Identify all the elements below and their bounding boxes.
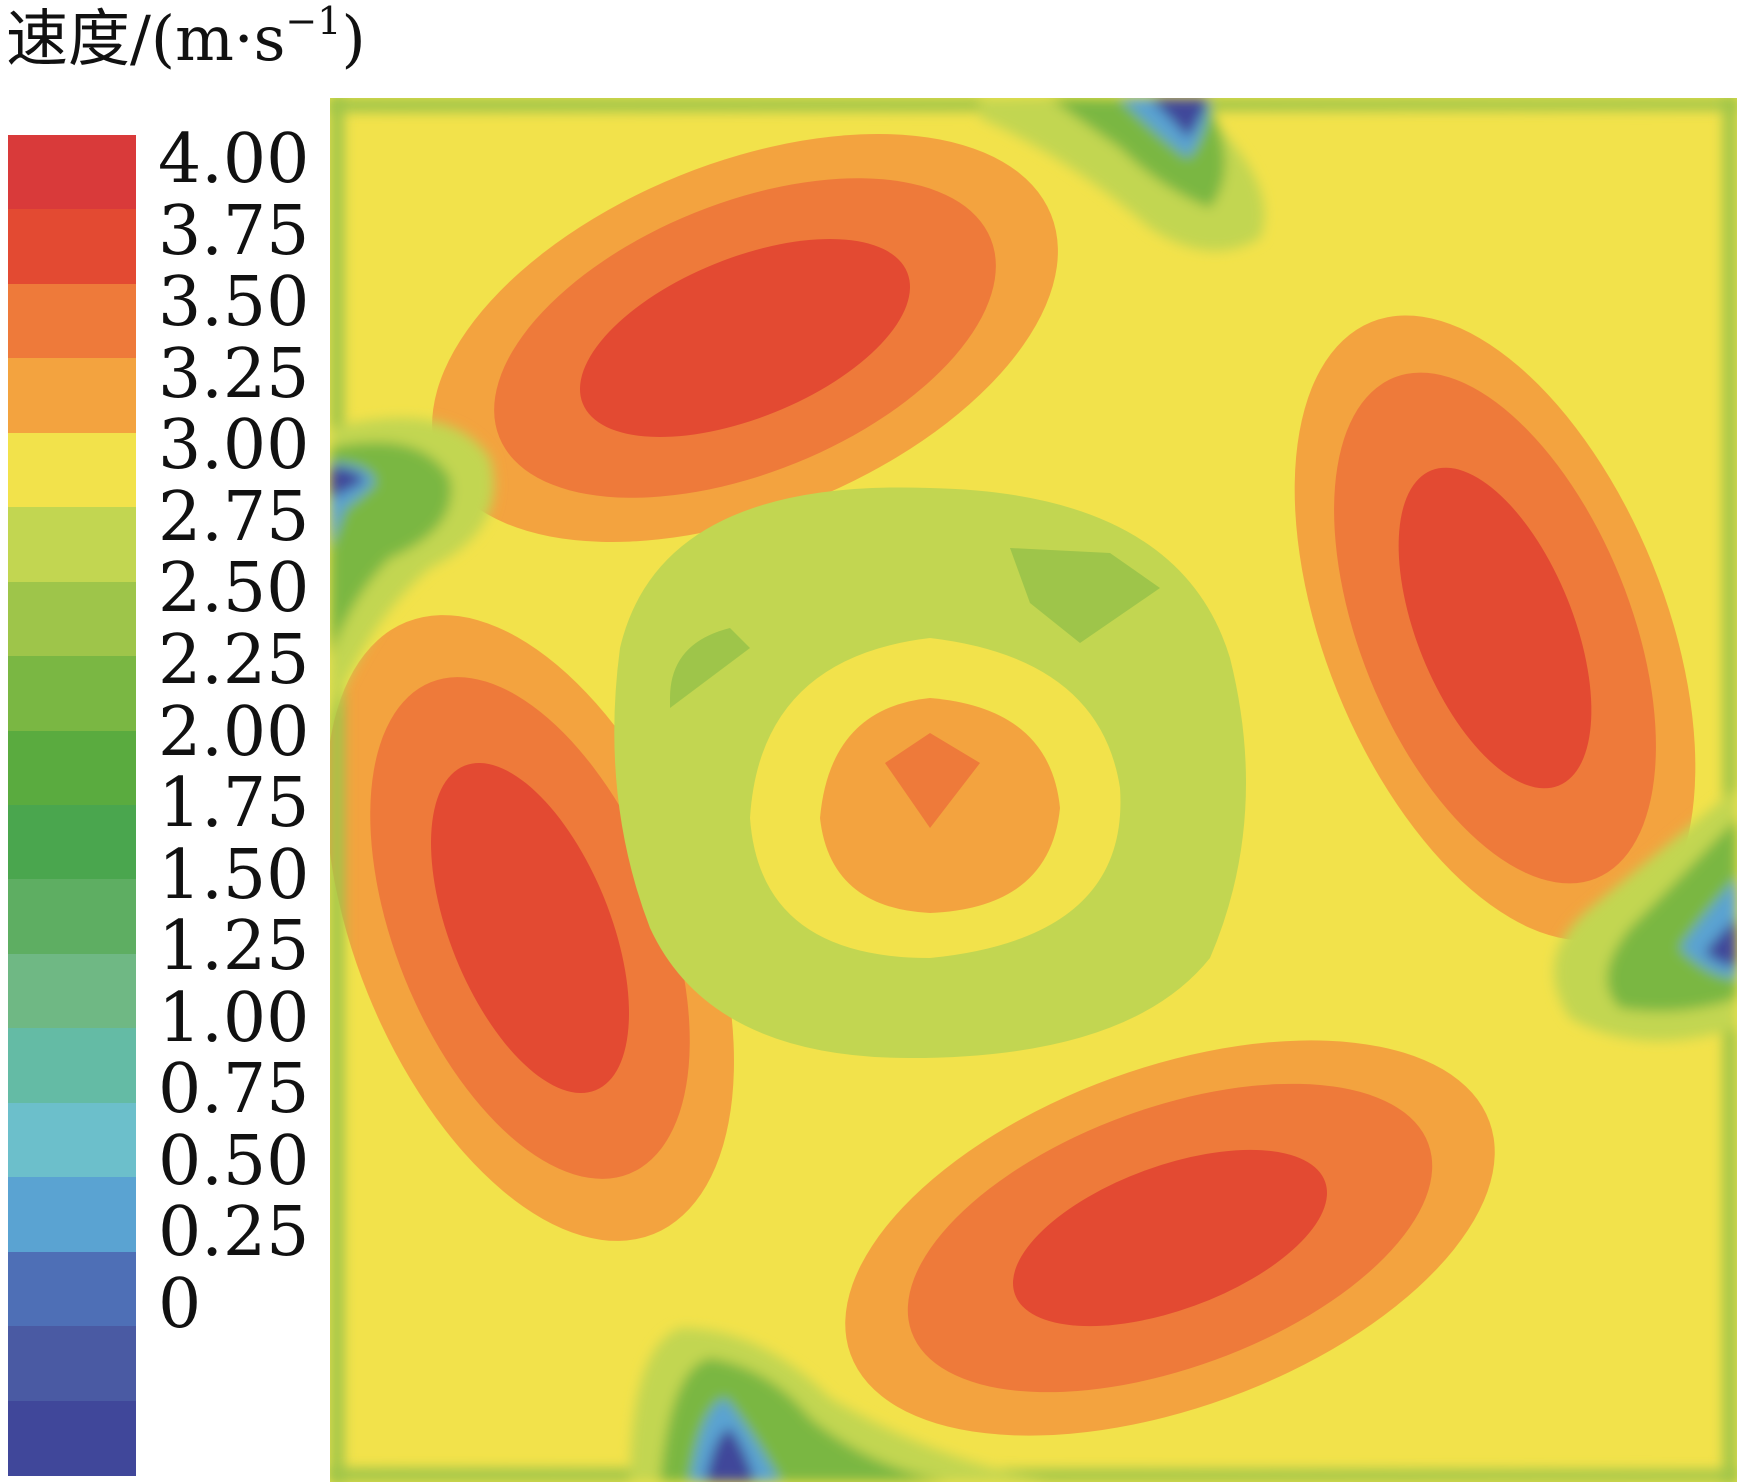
colorbar-swatch: [8, 1102, 136, 1179]
colorbar-tick-label: 2.50: [158, 549, 310, 629]
jet-top: [330, 98, 1737, 251]
lobe-top: [432, 134, 1058, 542]
colorbar-swatch: [8, 1177, 136, 1253]
colorbar-tick-label: 2.00: [158, 692, 310, 772]
colorbar-swatch: [8, 953, 136, 1030]
colorbar-swatch: [8, 209, 136, 285]
colorbar-title-text: 速度/(m·s: [6, 2, 286, 75]
colorbar-swatch: [8, 135, 136, 211]
colorbar-swatch: [8, 283, 136, 360]
colorbar-swatch: [8, 432, 136, 509]
lobe-bottom: [845, 1040, 1495, 1436]
colorbar-swatch: [8, 656, 136, 732]
colorbar: [8, 135, 136, 1476]
colorbar-tick-labels: 4.00 3.75 3.50 3.25 3.00 2.75 2.50 2.25 2.00 1.75…: [158, 0, 318, 1482]
jet-left: [330, 98, 494, 1482]
colorbar-tick-label: 2.25: [158, 620, 310, 700]
colorbar-swatch: [8, 581, 136, 658]
colorbar-swatch: [8, 1251, 136, 1328]
colorbar-tick-label: 2.75: [158, 477, 310, 557]
colorbar-tick-label: 1.75: [158, 764, 310, 844]
colorbar-tick-label: 3.75: [158, 191, 310, 271]
colorbar-swatch: [8, 1400, 136, 1476]
colorbar-tick-label: 0.75: [158, 1050, 310, 1130]
colorbar-tick-label: 0.50: [158, 1121, 310, 1201]
colorbar-tick-label: 3.25: [158, 334, 310, 414]
colorbar-title: 速度/(m·s−1): [6, 2, 366, 70]
colorbar-swatch: [8, 1028, 136, 1104]
colorbar-tick-label: 1.50: [158, 835, 310, 915]
jet-bottom: [330, 1328, 1737, 1482]
colorbar-tick-label: 1.00: [158, 978, 310, 1058]
colorbar-tick-label: 0: [158, 1265, 202, 1344]
colorbar-tick-label: 3.50: [158, 263, 310, 343]
lobe-right: [1294, 315, 1696, 941]
velocity-contour-plot: [330, 98, 1737, 1482]
colorbar-tick-label: 3.00: [158, 406, 310, 486]
colorbar-swatch: [8, 1326, 136, 1402]
colorbar-swatch: [8, 358, 136, 434]
colorbar-swatch: [8, 805, 136, 881]
colorbar-tick-label: 0.25: [158, 1193, 310, 1273]
colorbar-tick-label: 4.00: [158, 120, 310, 199]
colorbar-swatch: [8, 879, 136, 955]
center-region: [614, 487, 1246, 1058]
colorbar-tick-label: 1.25: [158, 907, 310, 987]
colorbar-title-close: ): [341, 2, 366, 75]
colorbar-swatch: [8, 507, 136, 583]
jet-right: [1554, 98, 1737, 1482]
colorbar-title-superscript: −1: [285, 0, 342, 43]
colorbar-swatch: [8, 730, 136, 806]
